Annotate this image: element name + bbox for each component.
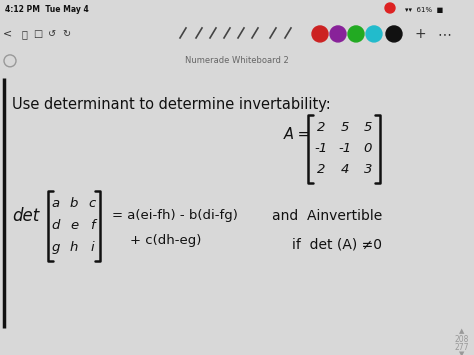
- Circle shape: [330, 26, 346, 42]
- Text: h: h: [70, 241, 78, 255]
- Text: ↻: ↻: [62, 29, 70, 39]
- Text: det: det: [12, 207, 39, 225]
- Text: e: e: [70, 219, 78, 233]
- Text: 5: 5: [341, 121, 349, 134]
- Text: f: f: [90, 219, 94, 233]
- Text: 277: 277: [455, 344, 469, 353]
- Text: ▾▾  61%  ■: ▾▾ 61% ■: [405, 7, 443, 13]
- Text: ▼: ▼: [459, 351, 465, 355]
- Text: 4: 4: [341, 163, 349, 176]
- Text: <: <: [3, 29, 13, 39]
- Text: 2: 2: [317, 121, 325, 134]
- Text: +: +: [414, 27, 426, 41]
- Text: a: a: [52, 197, 60, 211]
- Text: 0: 0: [364, 142, 372, 155]
- Text: g: g: [52, 241, 60, 255]
- Circle shape: [312, 26, 328, 42]
- Text: ⌖: ⌖: [21, 29, 27, 39]
- Text: ⋯: ⋯: [437, 27, 451, 41]
- Text: d: d: [52, 219, 60, 233]
- Text: □: □: [33, 29, 43, 39]
- Text: 5: 5: [364, 121, 372, 134]
- Circle shape: [386, 26, 402, 42]
- Text: 2: 2: [317, 163, 325, 176]
- Text: -1: -1: [338, 142, 352, 155]
- Text: Numerade Whiteboard 2: Numerade Whiteboard 2: [185, 56, 289, 65]
- Text: ↺: ↺: [48, 29, 56, 39]
- Circle shape: [348, 26, 364, 42]
- Text: c: c: [88, 197, 96, 211]
- Text: Use determinant to determine invertability:: Use determinant to determine invertabili…: [12, 97, 331, 112]
- Text: 4:12 PM  Tue May 4: 4:12 PM Tue May 4: [5, 5, 89, 15]
- Text: = a(ei-fh) - b(di-fg): = a(ei-fh) - b(di-fg): [112, 209, 238, 222]
- Text: A =: A =: [284, 127, 311, 142]
- Circle shape: [366, 26, 382, 42]
- Text: 208: 208: [455, 335, 469, 344]
- Text: -1: -1: [314, 142, 328, 155]
- Circle shape: [385, 3, 395, 13]
- Text: i: i: [90, 241, 94, 255]
- Text: and  Ainvertible: and Ainvertible: [272, 209, 382, 223]
- Text: ▲: ▲: [459, 328, 465, 334]
- Text: b: b: [70, 197, 78, 211]
- Text: if  det (A) ≠0: if det (A) ≠0: [292, 238, 382, 252]
- Text: 3: 3: [364, 163, 372, 176]
- Text: + c(dh-eg): + c(dh-eg): [130, 234, 201, 247]
